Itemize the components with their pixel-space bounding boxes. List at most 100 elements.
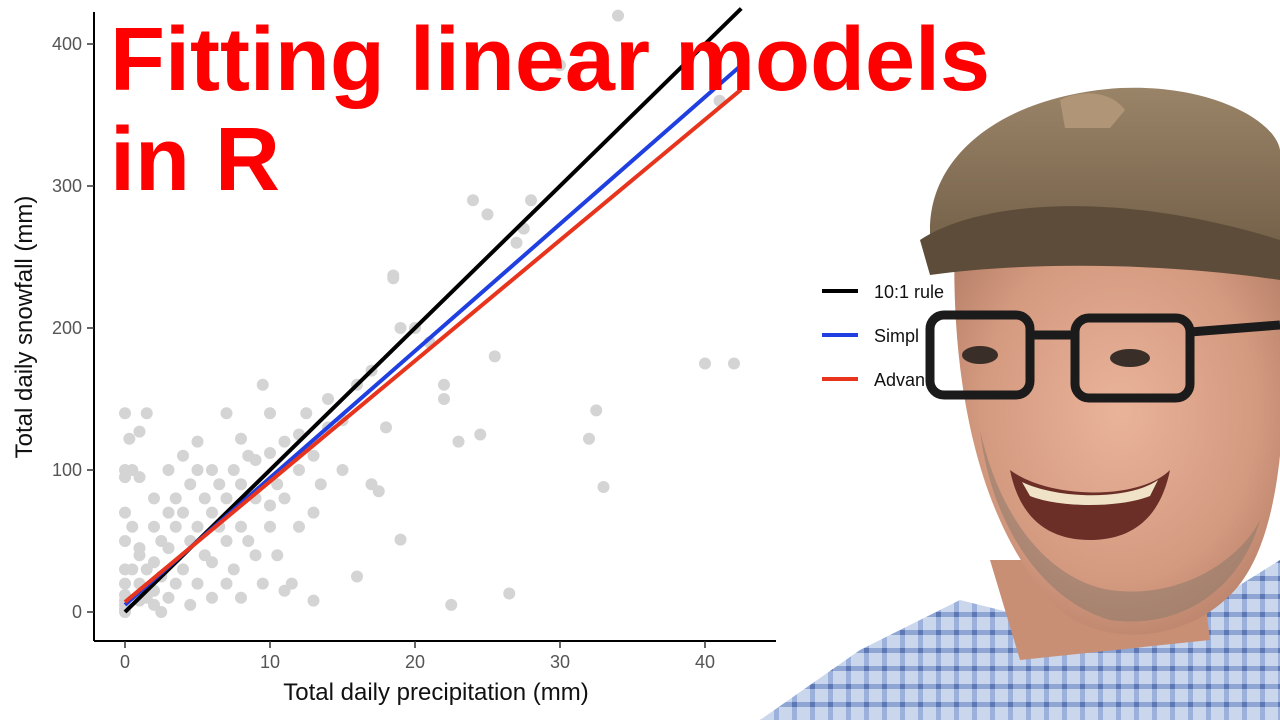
data-point [148,520,160,533]
video-title-line-1: Fitting linear models [110,10,991,110]
data-point [314,478,327,491]
x-tick-label: 10 [260,652,280,672]
data-point [206,591,218,604]
x-tick-label: 30 [550,652,570,672]
data-point [583,432,595,445]
data-point [227,563,240,576]
data-point [481,208,494,221]
data-point [242,535,255,547]
data-point [162,591,175,604]
data-point [184,598,197,611]
data-point [140,407,153,420]
data-point [155,606,168,618]
data-point [235,432,247,445]
data-point [169,520,182,533]
data-point [235,591,247,604]
data-point [184,478,197,491]
data-point [300,407,313,420]
data-point [307,506,320,519]
data-point [438,378,450,391]
data-point [133,471,146,484]
x-tick-label: 40 [695,652,715,672]
data-point [148,556,160,569]
data-point [264,499,276,512]
data-point [206,464,218,476]
data-point [351,570,363,583]
data-point [271,549,284,562]
data-point [307,594,320,607]
data-point [220,407,233,420]
data-point [119,577,131,590]
fit-lines [123,7,743,614]
legend-label-advanced: Advanc [874,370,934,390]
data-point [278,435,291,448]
data-point [220,535,233,547]
data-point [322,393,334,405]
data-points [119,9,740,618]
data-point [380,421,392,434]
data-point [191,577,204,590]
data-point [206,506,218,519]
data-point [126,520,139,533]
y-tick-label: 100 [52,460,82,480]
y-tick-label: 400 [52,34,82,54]
data-point [510,236,523,249]
y-axis-ticks: 0 100 200 300 400 [52,34,94,622]
data-point [293,464,305,476]
data-point [590,404,603,417]
legend-label-rule: 10:1 rule [874,282,944,302]
data-point [213,478,226,491]
data-point [235,520,247,533]
data-point [119,407,131,420]
data-point [264,520,276,533]
data-point [307,449,320,462]
data-point [191,435,204,448]
data-point [728,357,740,370]
data-point [394,322,407,334]
data-point [474,428,487,441]
fit-line-10-1-rule [123,7,743,614]
x-axis-ticks: 0 10 20 30 40 [120,641,715,672]
data-point [126,563,139,576]
data-point [699,357,711,370]
data-point [612,9,624,22]
data-point [119,506,131,519]
data-point [119,535,131,547]
data-point [438,393,450,405]
data-point [123,432,136,445]
data-point [148,492,160,505]
data-point [227,464,240,476]
data-point [264,407,276,420]
data-point [169,577,182,590]
data-point [597,481,610,494]
y-tick-label: 0 [72,602,82,622]
data-point [177,563,189,576]
data-point [488,350,501,363]
y-tick-label: 200 [52,318,82,338]
data-point [162,506,175,519]
data-point [206,556,218,569]
video-title-line-2: in R [110,110,280,210]
legend-label-simple: Simpl [874,326,919,346]
data-point [177,506,189,519]
data-point [264,446,276,459]
data-point [235,478,247,491]
data-point [191,464,204,476]
data-point [191,520,204,533]
data-point [554,59,566,72]
y-axis-label: Total daily snowfall (mm) [11,196,38,459]
data-point [372,485,385,498]
data-point [256,378,269,391]
x-tick-label: 20 [405,652,425,672]
data-point [162,542,175,555]
data-point [220,577,233,590]
data-point [445,598,458,611]
fit-line-advanced [123,87,743,604]
data-point [503,587,516,600]
data-point [293,520,305,533]
x-tick-label: 0 [120,652,130,672]
data-point [249,549,262,562]
data-point [177,449,189,462]
data-point [278,492,291,505]
